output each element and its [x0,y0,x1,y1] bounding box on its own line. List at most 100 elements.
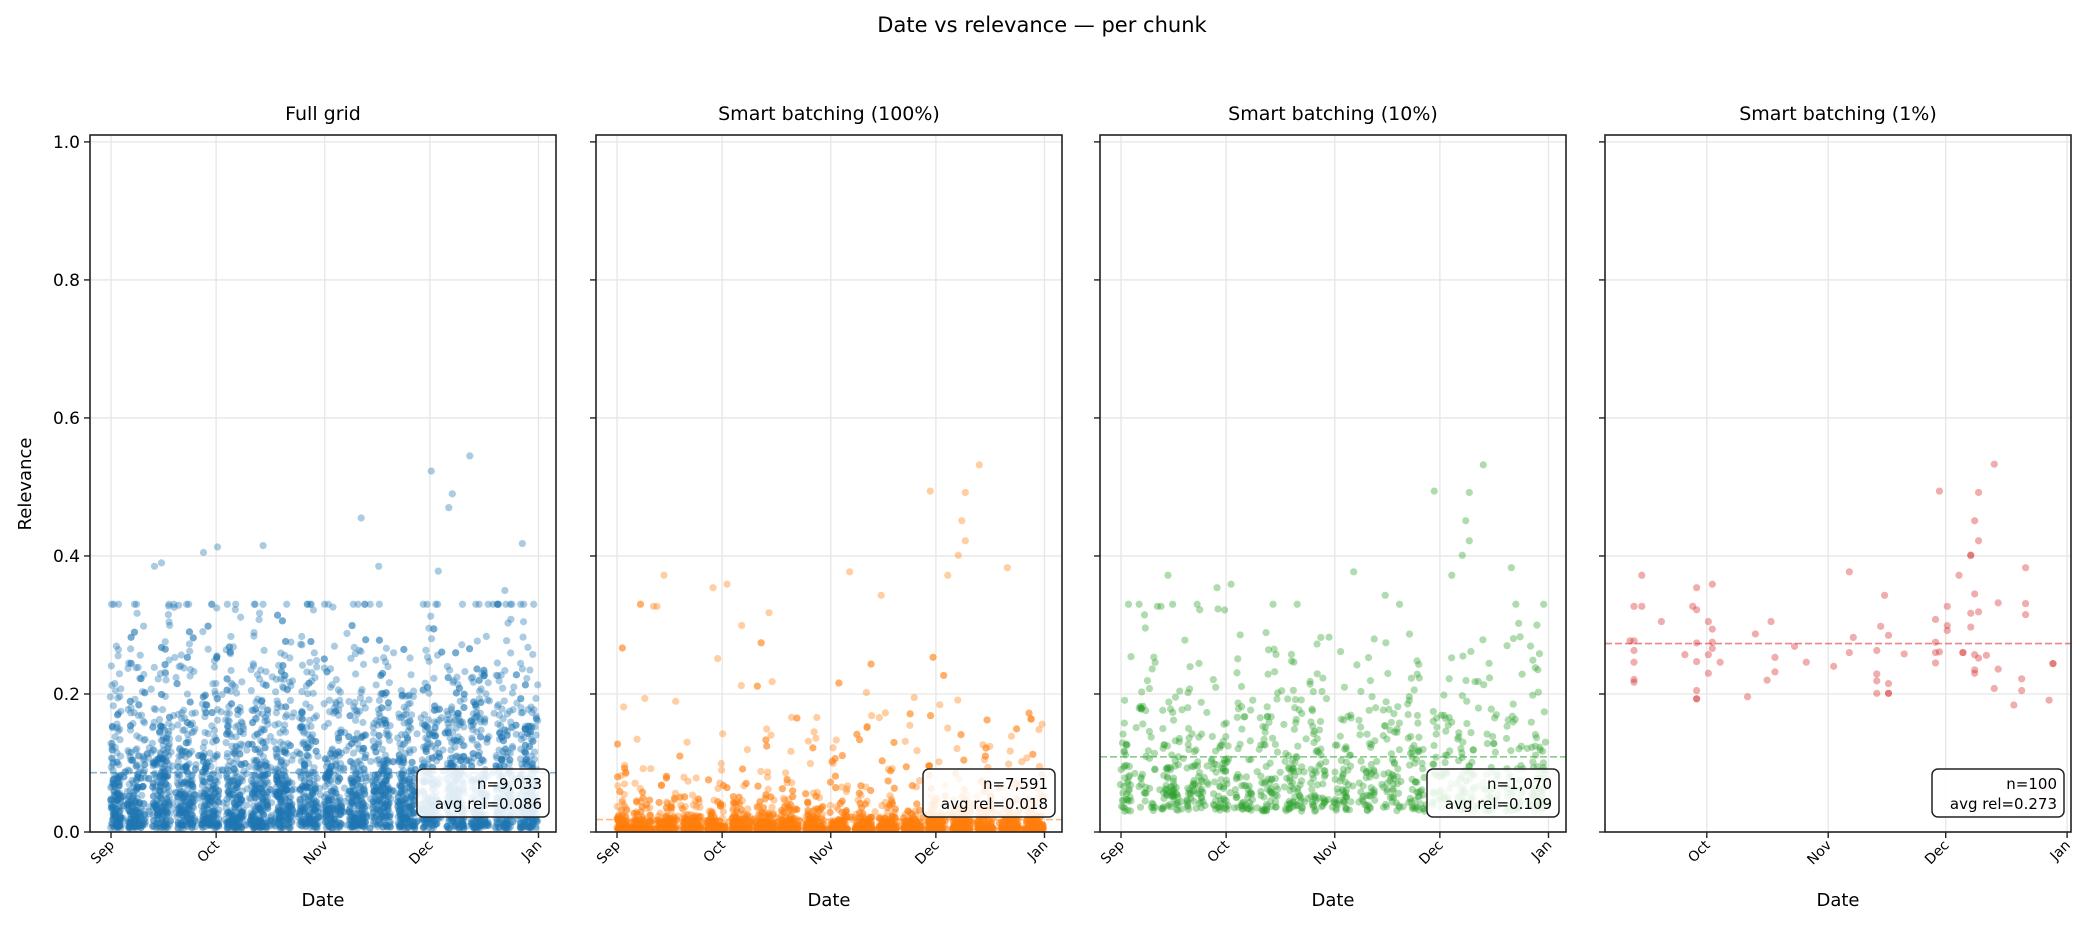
x-tick-label: Sep [88,837,118,867]
data-point [422,745,429,752]
data-point [386,679,393,686]
data-point [259,794,266,801]
data-point [309,819,316,826]
data-point [513,671,520,678]
data-point [158,691,165,698]
data-point [227,633,234,640]
data-point [360,765,367,772]
data-point [264,801,271,808]
data-point [348,740,355,747]
data-point [321,655,328,662]
data-point [223,675,230,682]
figure-title: Date vs relevance — per chunk [877,13,1207,37]
data-point [313,657,320,664]
data-point [476,601,483,608]
data-point [267,817,274,824]
data-point [213,737,220,744]
data-point [127,698,134,705]
data-point [278,757,285,764]
data-point [113,790,120,797]
data-point [125,819,132,826]
data-point [340,764,347,771]
data-point [523,675,530,682]
data-point [494,659,501,666]
data-point [108,803,115,810]
data-point [171,654,178,661]
data-point [485,679,492,686]
data-point [457,757,464,764]
data-point [390,758,397,765]
data-point [429,754,436,761]
x-axis-label: Date [301,890,344,911]
data-point [298,822,305,829]
data-point [137,675,144,682]
data-point [332,708,339,715]
data-point [124,747,131,754]
data-point [252,705,259,712]
data-point [390,649,397,656]
data-point [285,802,292,809]
data-point [261,744,268,751]
data-point [190,668,197,675]
data-point [496,730,503,737]
data-point [287,742,294,749]
data-point [417,714,424,721]
data-point [249,719,256,726]
data-point [470,679,477,686]
data-point [506,756,513,763]
data-point [243,747,250,754]
data-point [408,759,415,766]
data-point [435,568,442,575]
data-point [182,809,189,816]
data-point [371,743,378,750]
data-point [141,811,148,818]
data-point [303,745,310,752]
data-point [192,709,199,716]
data-point [277,739,284,746]
data-point [236,792,243,799]
data-point [400,646,407,653]
data-point [254,730,261,737]
data-point [272,688,279,695]
data-point [355,789,362,796]
data-point [376,697,383,704]
data-point [199,754,206,761]
data-point [275,804,282,811]
data-point [125,807,132,814]
data-point [397,812,404,819]
data-point [473,741,480,748]
data-point [264,770,271,777]
data-point [358,820,365,827]
data-point [140,800,147,807]
data-point [287,697,294,704]
data-point [224,728,231,735]
data-point [532,695,539,702]
data-point [129,756,136,763]
data-point [321,723,328,730]
data-point [127,660,134,667]
data-point [347,712,354,719]
data-point [305,784,312,791]
data-point [313,712,320,719]
data-point [176,791,183,798]
data-point [117,685,124,692]
data-point [329,604,336,611]
data-point [478,685,485,692]
data-point [183,601,190,608]
data-point [468,734,475,741]
data-point [114,775,121,782]
data-point [210,813,217,820]
data-point [232,606,239,613]
data-point [183,739,190,746]
data-point [243,770,250,777]
data-point [430,625,437,632]
data-point [238,718,245,725]
data-point [322,755,329,762]
data-point [117,753,124,760]
data-point [427,613,434,620]
data-point [226,643,233,650]
data-point [385,699,392,706]
data-point [321,601,328,608]
data-point [165,611,172,618]
data-point [290,752,297,759]
